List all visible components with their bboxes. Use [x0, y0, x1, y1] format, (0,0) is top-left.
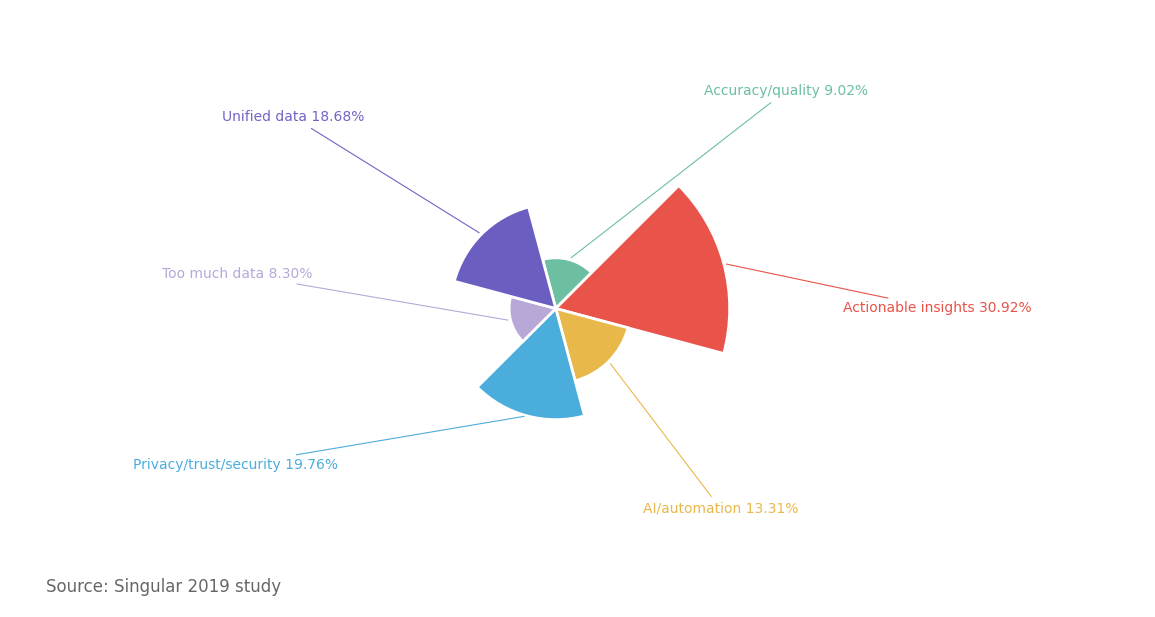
Text: Source: Singular 2019 study: Source: Singular 2019 study	[46, 578, 282, 596]
Wedge shape	[477, 308, 584, 420]
Text: AI/automation 13.31%: AI/automation 13.31%	[610, 363, 798, 515]
Wedge shape	[454, 207, 556, 308]
Wedge shape	[556, 308, 628, 381]
Text: Too much data 8.30%: Too much data 8.30%	[162, 267, 508, 320]
Text: Actionable insights 30.92%: Actionable insights 30.92%	[726, 264, 1031, 315]
Text: Privacy/trust/security 19.76%: Privacy/trust/security 19.76%	[133, 416, 524, 472]
Text: Accuracy/quality 9.02%: Accuracy/quality 9.02%	[571, 84, 867, 258]
Wedge shape	[543, 258, 591, 308]
Wedge shape	[509, 296, 556, 341]
Text: Unified data 18.68%: Unified data 18.68%	[222, 110, 479, 233]
Wedge shape	[556, 186, 730, 354]
